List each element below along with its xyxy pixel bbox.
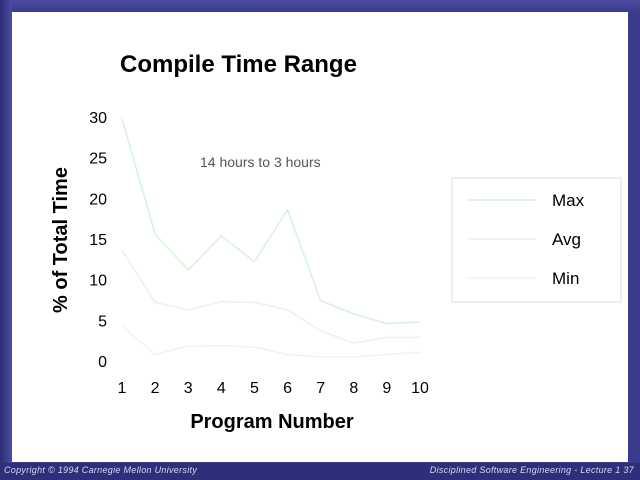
- x-tick-label: 2: [151, 380, 160, 397]
- x-axis-ticks: 1 2 3 4 5 6 7 8 9 10: [118, 380, 429, 397]
- legend-label-max: Max: [552, 191, 585, 210]
- chart-annotation: 14 hours to 3 hours: [200, 154, 321, 170]
- x-tick-label: 4: [217, 380, 226, 397]
- y-tick-label: 25: [89, 151, 107, 168]
- x-tick-label: 9: [382, 380, 391, 397]
- footer-course-info: Disciplined Software Engineering - Lectu…: [429, 465, 634, 475]
- y-axis-ticks: 0 5 10 15 20 25 30: [89, 110, 107, 371]
- series-line-max: [121, 118, 421, 325]
- x-tick-label: 7: [316, 380, 325, 397]
- slide-footer: Copyright © 1994 Carnegie Mellon Univers…: [0, 463, 640, 480]
- x-tick-label: 1: [118, 380, 127, 397]
- legend-label-min: Min: [552, 269, 579, 288]
- y-tick-label: 15: [89, 232, 107, 249]
- footer-copyright: Copyright © 1994 Carnegie Mellon Univers…: [4, 465, 198, 475]
- chart-title: Compile Time Range: [120, 51, 357, 78]
- y-axis-label: % of Total Time: [50, 167, 72, 313]
- legend: Max Avg Min: [451, 177, 622, 303]
- frame-left-border: [0, 0, 12, 465]
- x-tick-label: 10: [411, 380, 429, 397]
- x-tick-label: 6: [283, 380, 292, 397]
- frame-top-border: [0, 0, 640, 12]
- legend-box: [451, 177, 622, 303]
- x-tick-label: 3: [184, 380, 193, 397]
- y-tick-label: 0: [98, 354, 107, 371]
- y-tick-label: 10: [89, 273, 107, 290]
- compile-time-chart: Compile Time Range 14 hours to 3 hours %…: [50, 51, 622, 433]
- y-tick-label: 20: [89, 191, 107, 208]
- legend-label-avg: Avg: [552, 230, 581, 249]
- series-lines: [121, 118, 421, 358]
- x-axis-label: Program Number: [190, 411, 354, 433]
- x-tick-label: 8: [349, 380, 358, 397]
- y-tick-label: 5: [98, 313, 107, 330]
- y-tick-label: 30: [89, 110, 107, 127]
- x-tick-label: 5: [250, 380, 259, 397]
- series-line-min: [121, 325, 421, 358]
- series-line-avg: [121, 250, 420, 344]
